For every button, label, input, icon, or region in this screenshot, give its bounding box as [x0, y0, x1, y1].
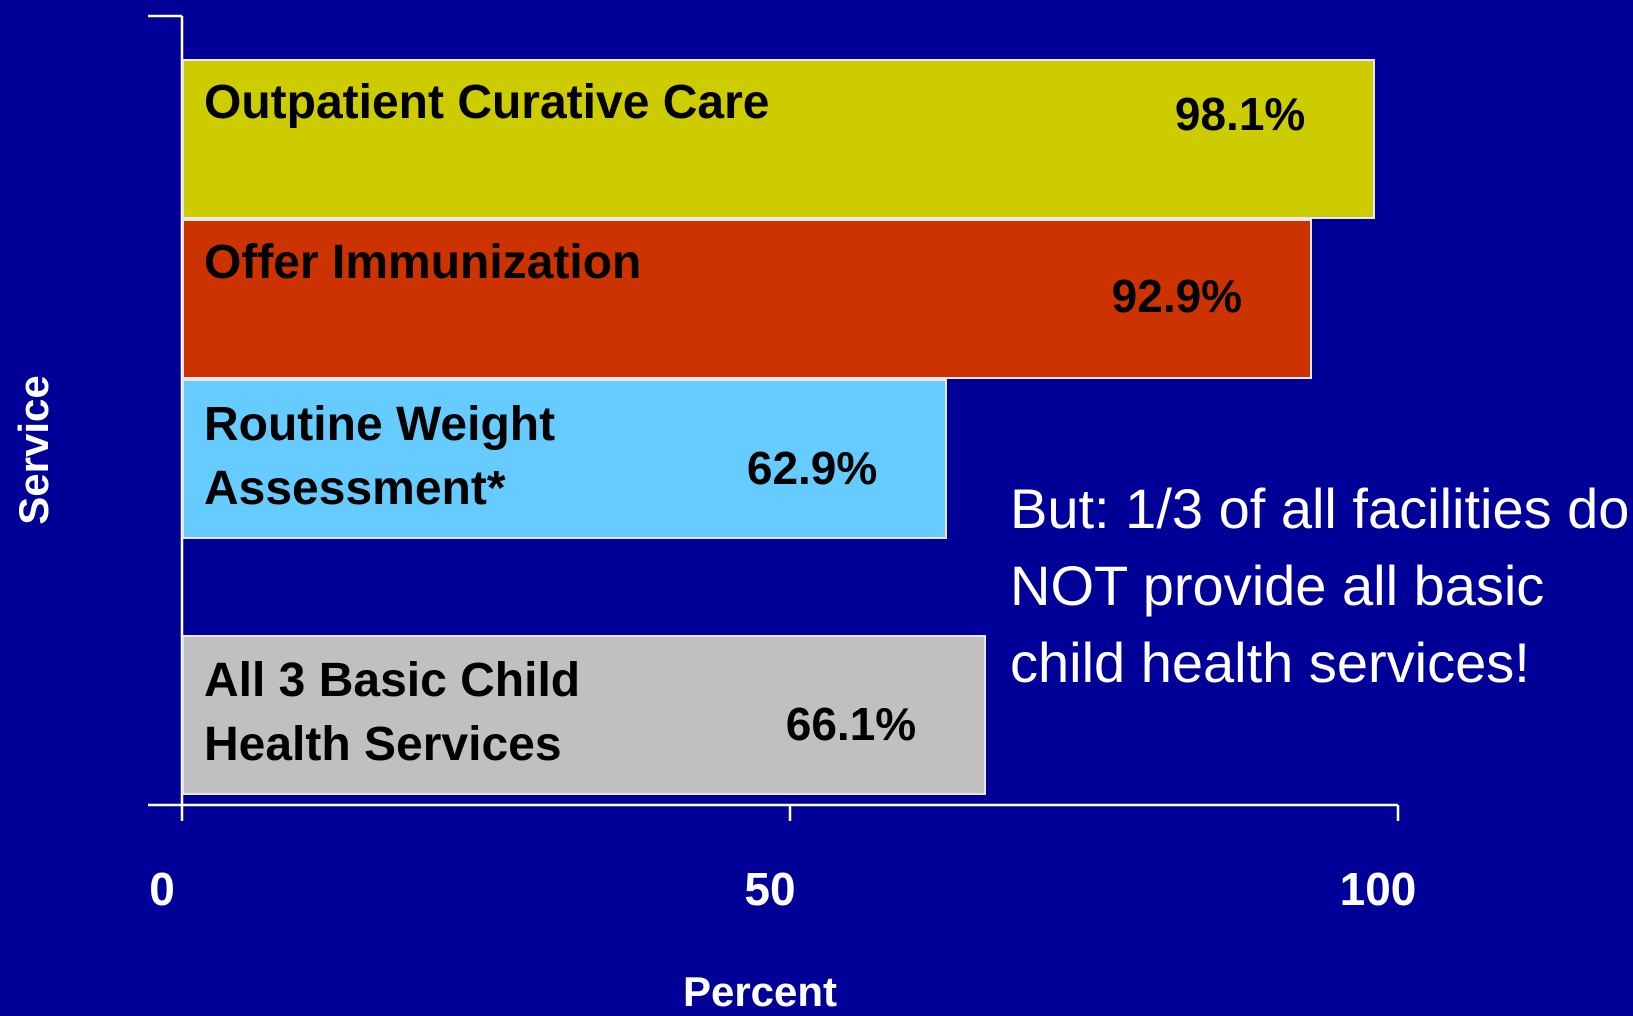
category-label: Offer Immunization	[204, 236, 642, 289]
category-label: Outpatient Curative Care	[204, 76, 770, 129]
value-label: 98.1%	[1174, 88, 1306, 140]
category-label: All 3 Basic Child Health Services	[204, 654, 581, 771]
bar	[182, 379, 947, 539]
x-tick-label: 50	[744, 863, 796, 915]
value-label: 92.9%	[1111, 270, 1243, 322]
x-tick-label: 100	[1339, 863, 1417, 915]
bar	[182, 635, 986, 795]
bar	[182, 219, 1312, 379]
y-axis-label: Service	[10, 375, 57, 525]
annotation: But: 1/3 of all facilities do NOT provid…	[1010, 477, 1630, 694]
value-label: 66.1%	[785, 698, 917, 750]
bar	[182, 59, 1375, 219]
category-label: Routine Weight Assessment*	[204, 398, 556, 515]
x-tick-label: 0	[149, 863, 175, 915]
x-axis-label: Percent	[682, 968, 838, 1015]
value-label: 62.9%	[746, 442, 878, 494]
